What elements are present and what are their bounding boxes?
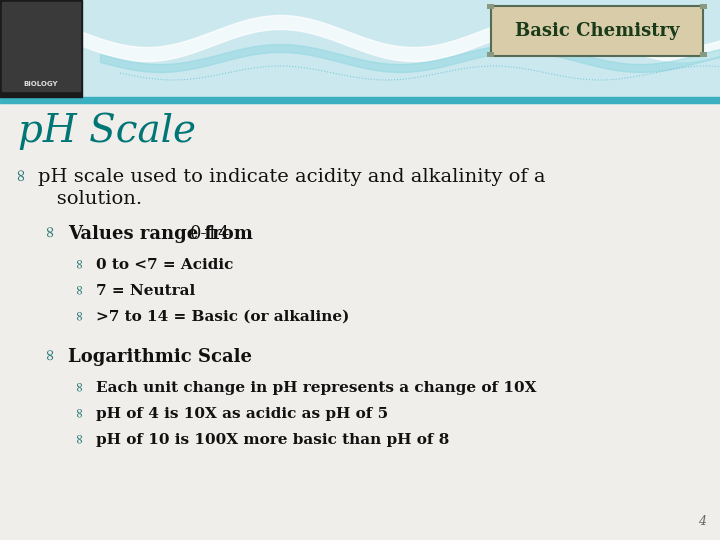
Text: pH scale used to indicate acidity and alkalinity of a: pH scale used to indicate acidity and al… — [38, 168, 546, 186]
Text: BIOLOGY: BIOLOGY — [24, 81, 58, 87]
Text: 7 = Neutral: 7 = Neutral — [96, 284, 195, 298]
Bar — [0, 97, 720, 103]
Bar — [700, 52, 707, 57]
Bar — [2, 2, 80, 91]
Bar — [487, 52, 494, 57]
Text: 0-14: 0-14 — [189, 225, 230, 243]
Text: ∞: ∞ — [73, 406, 87, 417]
Text: Logarithmic Scale: Logarithmic Scale — [68, 348, 252, 366]
Text: ∞: ∞ — [12, 166, 29, 181]
Text: pH of 4 is 10X as acidic as pH of 5: pH of 4 is 10X as acidic as pH of 5 — [96, 407, 388, 421]
Text: 4: 4 — [698, 515, 706, 528]
Text: ∞: ∞ — [73, 431, 87, 443]
Text: pH Scale: pH Scale — [18, 113, 196, 151]
Text: ∞: ∞ — [73, 256, 87, 268]
Bar — [700, 4, 707, 9]
Text: solution.: solution. — [38, 191, 142, 208]
Bar — [487, 4, 494, 9]
Bar — [0, 0, 82, 97]
Text: ∞: ∞ — [42, 347, 58, 360]
Text: Each unit change in pH represents a change of 10X: Each unit change in pH represents a chan… — [96, 381, 536, 395]
Text: Basic Chemistry: Basic Chemistry — [515, 22, 679, 40]
Text: >7 to 14 = Basic (or alkaline): >7 to 14 = Basic (or alkaline) — [96, 310, 349, 324]
Text: pH of 10 is 100X more basic than pH of 8: pH of 10 is 100X more basic than pH of 8 — [96, 433, 449, 447]
Text: Values range from: Values range from — [68, 225, 259, 243]
FancyBboxPatch shape — [491, 6, 703, 56]
Bar — [0, 0, 720, 103]
Text: ∞: ∞ — [73, 309, 87, 320]
Text: 0 to <7 = Acidic: 0 to <7 = Acidic — [96, 258, 233, 272]
Text: ∞: ∞ — [73, 282, 87, 294]
Text: ∞: ∞ — [73, 380, 87, 391]
Text: ∞: ∞ — [42, 224, 58, 237]
